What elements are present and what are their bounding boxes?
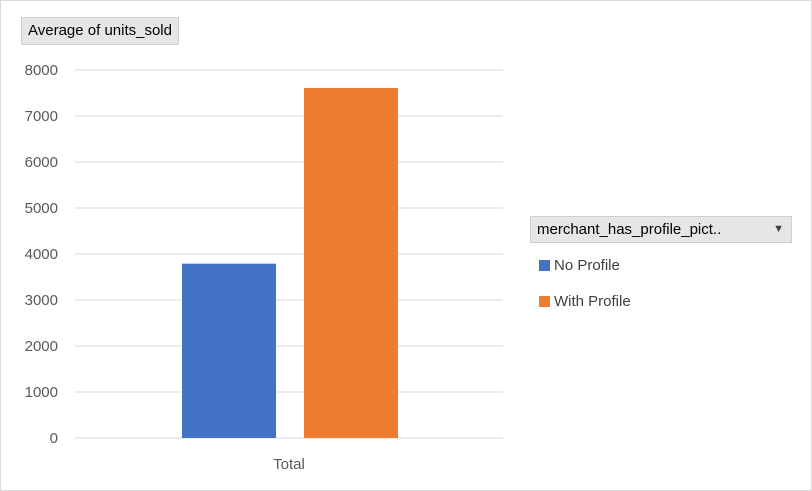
legend-label-with-profile: With Profile [554, 292, 631, 310]
value-field-button[interactable]: Average of units_sold [21, 17, 179, 45]
legend-label-no-profile: No Profile [554, 256, 620, 274]
legend-item-no-profile: No Profile [539, 255, 620, 275]
y-tick-label-7000: 7000 [25, 108, 58, 125]
bar-with-profile [304, 87, 398, 438]
y-tick-label-4000: 4000 [25, 246, 58, 263]
legend-field-label: merchant_has_profile_pict.. [537, 221, 722, 238]
bar-no-profile [182, 263, 276, 438]
value-field-label: Average of units_sold [28, 22, 172, 39]
y-tick-label-1000: 1000 [25, 384, 58, 401]
dropdown-arrow-icon[interactable]: ▼ [773, 223, 784, 235]
legend-swatch-with-profile [539, 295, 550, 307]
legend-filter-button[interactable]: merchant_has_profile_pict.. ▼ [530, 216, 792, 243]
x-tick-label-total: Total [273, 456, 305, 473]
legend-item-with-profile: With Profile [539, 291, 631, 311]
y-tick-label-2000: 2000 [25, 338, 58, 355]
legend-swatch-no-profile [539, 259, 550, 271]
y-tick-label-6000: 6000 [25, 154, 58, 171]
y-tick-label-5000: 5000 [25, 200, 58, 217]
y-tick-label-8000: 8000 [25, 62, 58, 79]
y-tick-label-0: 0 [50, 430, 58, 447]
y-tick-label-3000: 3000 [25, 292, 58, 309]
